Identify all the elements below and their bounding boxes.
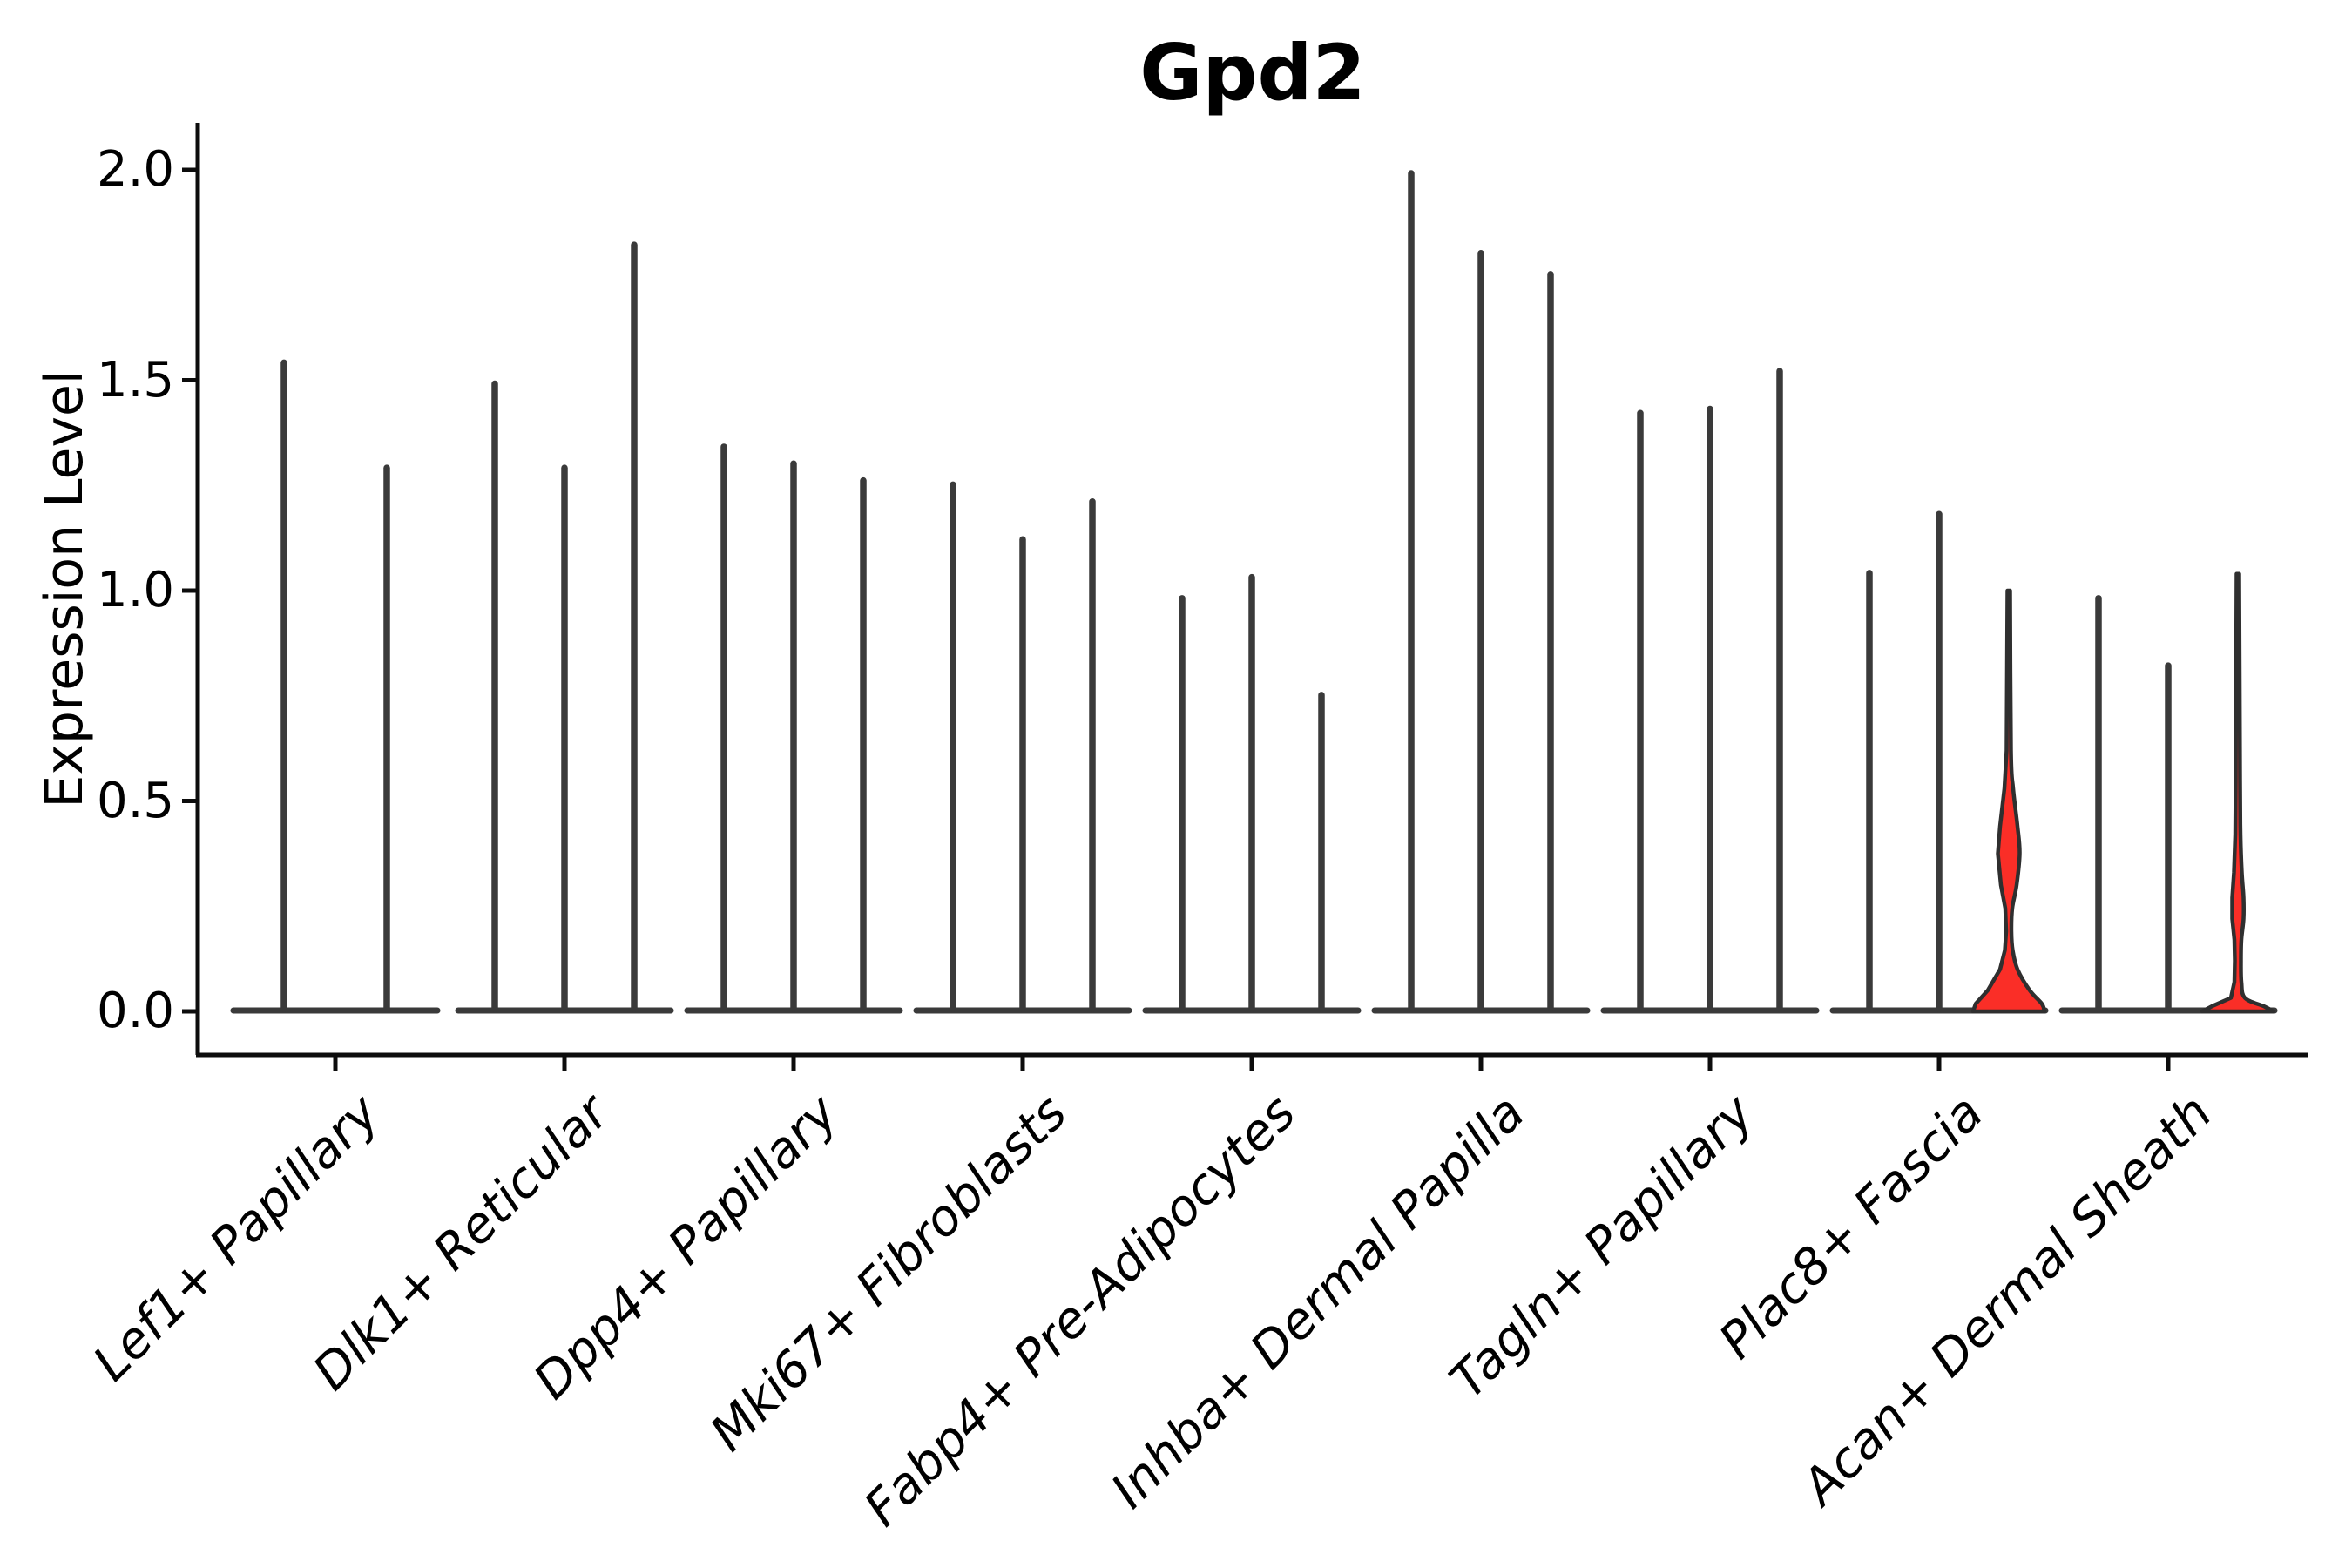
chart-title: Gpd2	[1139, 28, 1366, 118]
y-tick-label: 0.5	[96, 772, 174, 829]
y-tick-label: 2.0	[96, 141, 174, 198]
y-tick-label: 0.0	[96, 983, 174, 1039]
y-tick-label: 1.0	[96, 562, 174, 618]
highlighted-violin	[1970, 588, 2047, 1014]
y-tick-label: 1.5	[96, 351, 174, 409]
highlighted-violin	[2200, 571, 2276, 1014]
